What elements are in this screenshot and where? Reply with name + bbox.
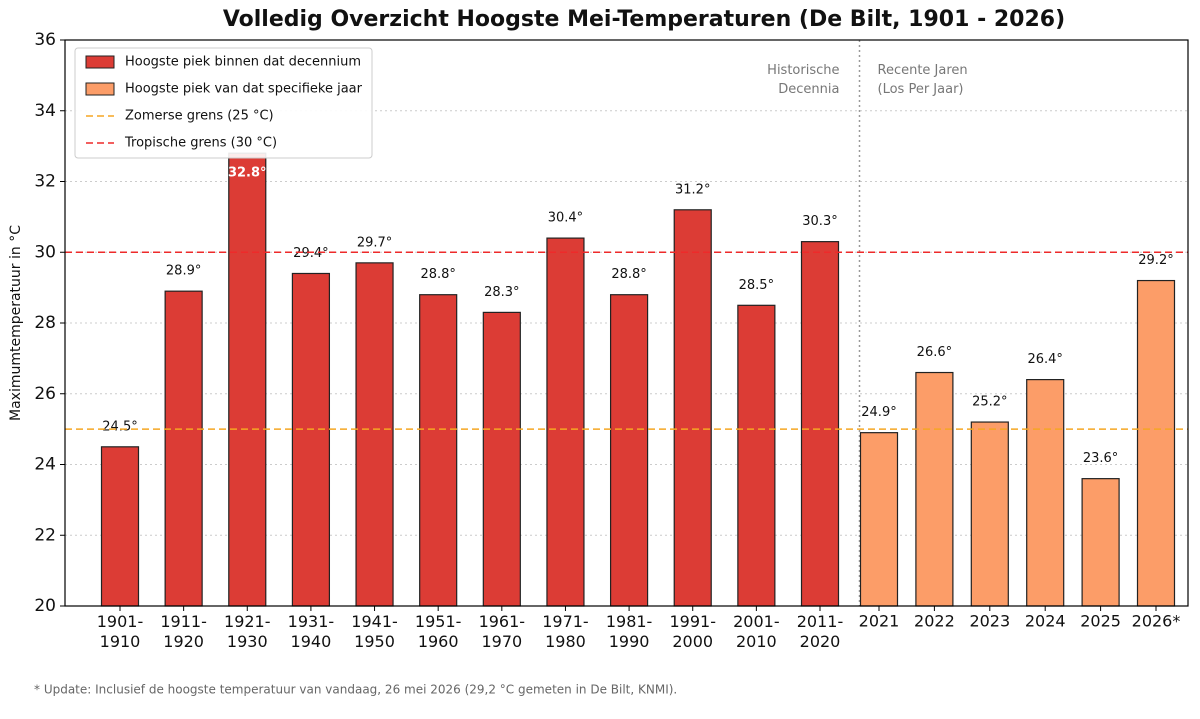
- value-label: 28.8°: [420, 267, 455, 282]
- value-label: 29.2°: [1138, 253, 1173, 268]
- value-label: 29.7°: [357, 235, 392, 250]
- x-tick-label: 2001-2010: [733, 612, 780, 651]
- y-tick-label: 26: [34, 384, 56, 404]
- value-label: 28.9°: [166, 264, 201, 279]
- value-label: 25.2°: [972, 395, 1007, 410]
- bar: [1081, 478, 1120, 607]
- legend-label: Hoogste piek van dat specifieke jaar: [125, 82, 363, 97]
- x-tick-label: 2024: [1025, 612, 1066, 631]
- section-label: Recente Jaren (Los Per Jaar): [878, 63, 968, 97]
- value-label: 30.4°: [548, 211, 583, 226]
- x-tick-label: 1921-1930: [224, 612, 271, 651]
- footnote: * Update: Inclusief de hoogste temperatu…: [34, 683, 677, 697]
- bar: [419, 294, 458, 607]
- value-label: 23.6°: [1083, 451, 1118, 466]
- plot-frame: [64, 39, 1189, 607]
- bar: [228, 152, 267, 607]
- value-label: 28.8°: [611, 267, 646, 282]
- bar: [800, 241, 840, 607]
- value-label: 26.4°: [1027, 352, 1062, 367]
- x-tick-label: 1901-1910: [97, 612, 144, 651]
- y-axis-label: Maximumtemperatuur in °C: [8, 225, 24, 421]
- x-tick-label: 1941-1950: [351, 612, 398, 651]
- bar: [100, 446, 140, 607]
- legend-swatch: [85, 82, 115, 96]
- bar: [915, 371, 954, 607]
- x-tick-label: 2023: [969, 612, 1010, 631]
- x-tick-label: 2021: [859, 612, 900, 631]
- bar: [164, 290, 203, 607]
- bar: [1136, 279, 1176, 607]
- x-tick-label: 1931-1940: [288, 612, 335, 651]
- x-tick-label: 1991-2000: [669, 612, 716, 651]
- y-tick-label: 22: [34, 525, 56, 545]
- y-tick-label: 24: [34, 455, 56, 475]
- bar: [546, 237, 585, 607]
- value-label: 30.3°: [802, 214, 837, 229]
- value-label: 26.6°: [917, 345, 952, 360]
- chart-title: Volledig Overzicht Hoogste Mei-Temperatu…: [223, 7, 1065, 32]
- value-label: 29.4°: [293, 246, 328, 261]
- x-tick-label: 1981-1990: [606, 612, 653, 651]
- value-label: 24.5°: [102, 419, 137, 434]
- bar: [737, 304, 776, 607]
- legend-label: Hoogste piek binnen dat decennium: [125, 55, 361, 70]
- bar: [859, 432, 899, 607]
- x-tick-label: 1951-1960: [415, 612, 462, 651]
- x-tick-label: 1971-1980: [542, 612, 589, 651]
- bar: [482, 311, 521, 607]
- x-tick-label: 2025: [1080, 612, 1121, 631]
- bar: [970, 421, 1009, 607]
- bar: [355, 262, 394, 607]
- legend-box: [74, 47, 373, 159]
- x-tick-label: 1911-1920: [160, 612, 207, 651]
- y-tick-label: 28: [34, 313, 56, 333]
- value-label: 32.8°: [228, 166, 267, 181]
- legend-swatch: [85, 55, 115, 69]
- legend-label: Tropische grens (30 °C): [124, 136, 277, 151]
- bar: [609, 294, 649, 607]
- section-label: Historische Decennia: [767, 63, 839, 97]
- x-tick-label: 2022: [914, 612, 955, 631]
- value-label: 31.2°: [675, 182, 710, 197]
- bar: [673, 209, 712, 607]
- value-label: 24.9°: [861, 405, 896, 420]
- y-tick-label: 30: [34, 242, 56, 262]
- bar: [1026, 379, 1065, 607]
- y-tick-label: 32: [34, 172, 56, 192]
- x-tick-label: 2011-2020: [797, 612, 844, 651]
- y-tick-label: 34: [34, 101, 56, 121]
- y-tick-label: 36: [34, 30, 56, 50]
- value-label: 28.3°: [484, 285, 519, 300]
- value-label: 28.5°: [739, 278, 774, 293]
- x-tick-label: 1961-1970: [479, 612, 526, 651]
- bar: [291, 272, 331, 607]
- x-tick-label: 2026*: [1132, 612, 1181, 631]
- y-tick-label: 20: [34, 596, 56, 616]
- legend-label: Zomerse grens (25 °C): [125, 109, 274, 124]
